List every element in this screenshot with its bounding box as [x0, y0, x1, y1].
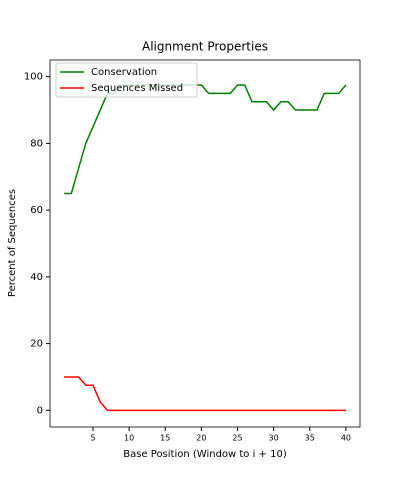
plot-frame — [49, 59, 361, 428]
legend-label: Sequences Missed — [91, 83, 183, 94]
y-tick-label: 80 — [30, 138, 43, 149]
chart-title: Alignment Properties — [142, 40, 268, 54]
x-tick-label: 5 — [90, 434, 95, 443]
x-tick-label: 30 — [269, 434, 279, 443]
y-tick-label: 40 — [30, 272, 43, 283]
x-tick-label: 25 — [232, 434, 242, 443]
x-tick-label: 35 — [305, 434, 315, 443]
line — [64, 84, 347, 195]
x-axis-label: Base Position (Window to i + 10) — [123, 449, 287, 460]
x-tick-label: 20 — [196, 434, 206, 443]
x-tick-label: 40 — [341, 434, 351, 443]
y-tick-label: 60 — [30, 205, 43, 216]
y-tick-label: 20 — [30, 339, 43, 350]
y-tick-label: 100 — [24, 72, 43, 83]
legend-box — [55, 62, 198, 98]
x-tick-label: 15 — [160, 434, 170, 443]
line — [64, 376, 346, 412]
y-tick-label: 0 — [37, 405, 43, 416]
y-axis-label: Percent of Sequences — [7, 189, 18, 297]
legend-label: Conservation — [91, 67, 157, 78]
x-tick-label: 10 — [124, 434, 134, 443]
